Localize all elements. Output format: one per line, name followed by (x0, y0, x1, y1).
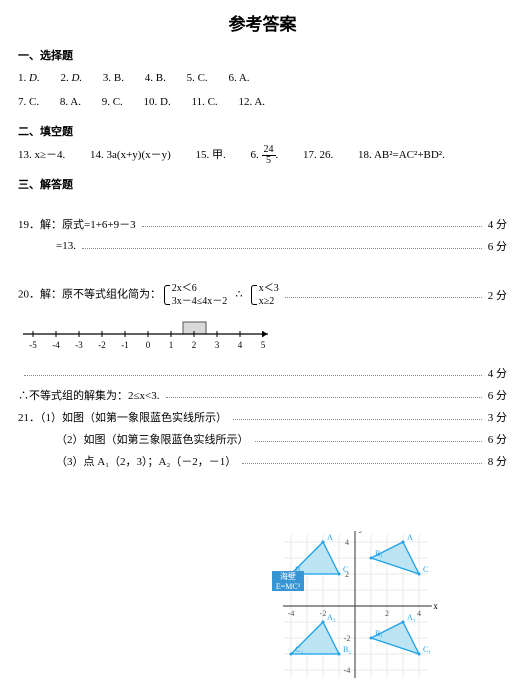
q19-line1: 19．解：原式=1+6+9－34 分 (18, 216, 507, 232)
svg-text:2: 2 (385, 609, 389, 618)
svg-text:0: 0 (146, 340, 151, 350)
section-3-heading: 三、解答题 (18, 176, 507, 192)
q20-line1: 20．解：原不等式组化简为： 2x＜63x－4≤4x－2 ∴ x＜3x≥2 2 … (18, 282, 507, 308)
svg-text:3: 3 (215, 340, 220, 350)
q21-line3: （3）点 A₁（2，3）；A₂（－2，－1）8 分 (18, 453, 507, 469)
svg-text:-4: -4 (344, 666, 351, 675)
svg-text:-1: -1 (121, 340, 129, 350)
q20-conc: ∴不等式组的解集为：2≤x<3.6 分 (18, 387, 507, 403)
svg-text:-2: -2 (98, 340, 106, 350)
mc-row-1: 1. D. 2. D. 3. B. 4. B. 5. C. 6. A. (18, 69, 507, 89)
svg-text:x: x (433, 601, 438, 611)
svg-text:-4: -4 (52, 340, 60, 350)
q21-line1: 21．（1）如图（如第一象限蓝色实线所示）3 分 (18, 409, 507, 425)
svg-text:A₁: A₁ (407, 613, 416, 622)
page-title: 参考答案 (18, 10, 507, 35)
svg-text:B₁: B₁ (375, 549, 383, 558)
svg-text:-3: -3 (75, 340, 83, 350)
svg-text:5: 5 (261, 340, 266, 350)
coordinate-graph: 海壁E=MC² -4-4-2-22244xyAB₁CA₁B₁C₁A₂B₂C₂AB… (270, 531, 440, 681)
svg-text:-2: -2 (344, 634, 351, 643)
q19-line2: =13.6 分 (18, 238, 507, 254)
q20-line2: 4 分 (18, 365, 507, 381)
watermark-logo: 海壁E=MC² (272, 571, 304, 591)
svg-text:B₁: B₁ (375, 629, 383, 638)
svg-text:4: 4 (345, 538, 349, 547)
svg-text:C: C (423, 565, 428, 574)
fill-row: 13. x≥－4. 14. 3a(x+y)(x－y) 15. 甲. 6. 245… (18, 145, 507, 166)
svg-text:y: y (359, 531, 364, 533)
svg-text:C: C (343, 565, 348, 574)
svg-text:4: 4 (417, 609, 421, 618)
svg-text:-2: -2 (320, 609, 327, 618)
section-2-heading: 二、填空题 (18, 123, 507, 139)
svg-text:C₂: C₂ (295, 645, 303, 654)
svg-text:A: A (407, 533, 413, 542)
svg-text:2: 2 (192, 340, 197, 350)
svg-text:-5: -5 (29, 340, 37, 350)
svg-text:A₂: A₂ (327, 613, 336, 622)
svg-text:C₁: C₁ (423, 645, 431, 654)
svg-text:1: 1 (169, 340, 174, 350)
svg-text:A: A (327, 533, 333, 542)
svg-text:B₂: B₂ (343, 645, 351, 654)
svg-text:-4: -4 (288, 609, 295, 618)
number-line: -5 -4 -3 -2 -1 0 1 2 3 4 5 (18, 316, 507, 359)
q21-line2: （2）如图（如第三象限蓝色实线所示）6 分 (18, 431, 507, 447)
svg-text:4: 4 (238, 340, 243, 350)
section-1-heading: 一、选择题 (18, 47, 507, 63)
mc-row-2: 7. C. 8. A. 9. C. 10. D. 11. C. 12. A. (18, 93, 507, 113)
